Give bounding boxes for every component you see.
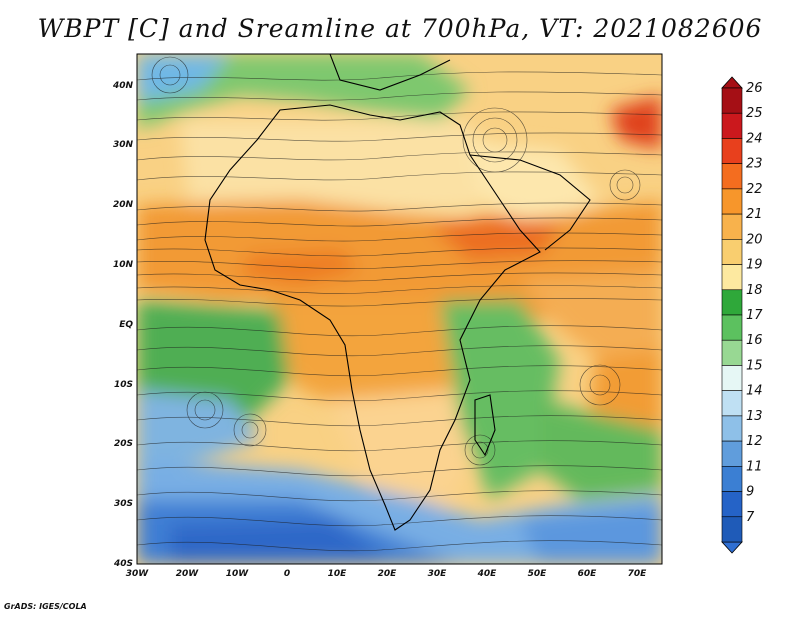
colorbar-swatch: [721, 390, 743, 417]
colorbar-level-label: 14: [746, 384, 763, 399]
lat-tick-label: 20N: [113, 200, 134, 210]
lat-tick-label: 40N: [112, 81, 134, 91]
lon-tick-label: 70E: [628, 569, 648, 579]
colorbar-level-label: 16: [746, 333, 763, 348]
colorbar-level-label: 18: [746, 283, 763, 298]
lat-tick-label: 20S: [114, 439, 133, 449]
lon-tick-label: 0: [284, 569, 290, 579]
colorbar-level-label: 7: [746, 510, 755, 525]
lat-tick-label: 30N: [113, 140, 134, 150]
colorbar-level-label: 22: [746, 182, 763, 197]
colorbar-level-label: 9: [746, 485, 754, 500]
colorbar-swatch: [721, 87, 743, 114]
lat-tick-label: EQ: [119, 320, 133, 330]
colorbar-swatch: [721, 289, 743, 316]
colorbar-bottom-arrow: [721, 541, 743, 554]
lat-tick-label: 40S: [113, 559, 133, 569]
colorbar-swatch: [721, 466, 743, 492]
colorbar-swatch: [721, 339, 743, 366]
chart-title: WBPT [C] and Sreamline at 700hPa, VT: 20…: [37, 14, 763, 43]
colorbar-level-label: 13: [746, 409, 763, 424]
wbpt-field: [137, 54, 662, 564]
lon-tick-label: 30E: [428, 569, 448, 579]
coastlines: [204, 54, 591, 531]
lon-axis: 30W 20W 10W 0 10E 20E 30E 40E 50E 60E 70…: [126, 569, 647, 579]
colorbar-level-label: 26: [746, 81, 763, 96]
colorbar-swatch: [721, 188, 743, 215]
colorbar-swatch: [721, 415, 743, 442]
colorbar-swatch: [721, 440, 743, 467]
colorbar-level-label: 19: [746, 258, 763, 273]
colorbar-level-label: 25: [746, 106, 763, 121]
colorbar-swatch: [721, 491, 743, 518]
lat-axis: 40N 30N 20N 10N EQ 10S 20S 30S 40S: [112, 81, 134, 569]
streamlines: [137, 56, 662, 552]
lon-tick-label: 10E: [328, 569, 348, 579]
lon-tick-label: 50E: [528, 569, 548, 579]
lon-tick-label: 40E: [477, 569, 498, 579]
colorbar-level-label: 15: [746, 358, 763, 373]
lon-tick-label: 60E: [578, 569, 598, 579]
colorbar-top-arrow: [721, 76, 743, 89]
colorbar-level-label: 17: [746, 308, 763, 323]
lon-tick-label: 20E: [378, 569, 398, 579]
colorbar-level-label: 24: [746, 131, 763, 146]
colorbar-level-label: 23: [746, 157, 763, 172]
lon-tick-label: 20W: [176, 569, 200, 579]
map-plot-area: [137, 54, 662, 564]
lat-tick-label: 10S: [114, 380, 133, 390]
colorbar-swatch: [721, 239, 743, 265]
colorbar-swatch: [721, 365, 743, 391]
colorbar-swatch: [721, 264, 743, 291]
colorbar-swatch: [721, 314, 743, 341]
colorbar-swatch: [721, 138, 743, 164]
colorbar-swatch: [721, 516, 743, 543]
colorbar-level-label: 11: [746, 459, 763, 474]
colorbar-level-label: 21: [746, 207, 763, 222]
colorbar-swatch: [721, 213, 743, 240]
lon-tick-label: 10W: [226, 569, 250, 579]
lon-tick-label: 30W: [126, 569, 150, 579]
colorbar-swatch: [721, 112, 743, 139]
lat-tick-label: 30S: [114, 499, 133, 509]
colorbar-swatch: [721, 163, 743, 190]
credit-text: GrADS: IGES/COLA: [4, 602, 87, 611]
lat-tick-label: 10N: [113, 260, 134, 270]
plot-frame: [136, 53, 663, 565]
colorbar-level-label: 20: [746, 232, 763, 247]
colorbar: 26 25 24 23 22 21 20 19 18 17 16 15 14 13 12 11 9 7: [721, 76, 763, 554]
colorbar-level-label: 12: [746, 434, 763, 449]
